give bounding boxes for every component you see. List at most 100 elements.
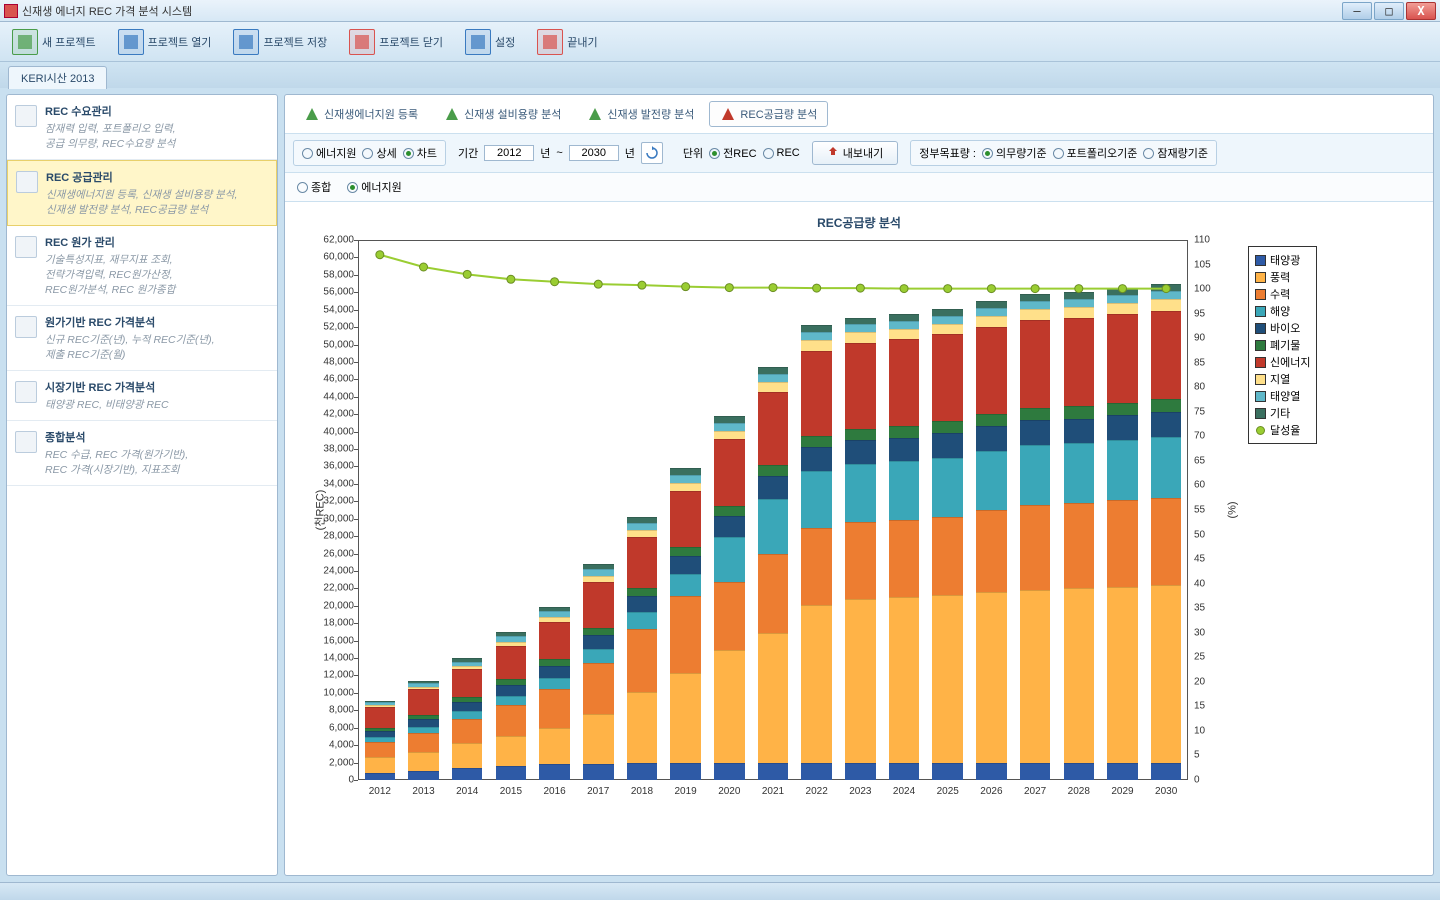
- bar-segment: [627, 629, 658, 692]
- x-tick-label: 2016: [543, 786, 565, 797]
- nav-item[interactable]: 종합분석 REC 수급, REC 가격(원가기반),REC 가격(시장기반), …: [7, 421, 277, 486]
- bar-segment: [758, 367, 789, 374]
- y-tick-label: 2,000: [310, 757, 354, 768]
- toolbar-label: 프로젝트 열기: [148, 34, 212, 50]
- maximize-button[interactable]: □: [1374, 2, 1404, 20]
- y-tick-label: 60,000: [310, 252, 354, 263]
- viewmode-radio[interactable]: 차트: [403, 145, 437, 161]
- row2mode-radio[interactable]: 에너지원: [347, 179, 401, 195]
- control-bar-2: 종합 에너지원: [285, 173, 1433, 202]
- period-from-input[interactable]: [484, 145, 534, 161]
- y-tick-label: 48,000: [310, 356, 354, 367]
- bar-segment: [889, 461, 920, 519]
- y-tick-label: 54,000: [310, 304, 354, 315]
- bar-segment: [627, 517, 658, 523]
- status-bar: [0, 882, 1440, 900]
- bar-segment: [452, 697, 483, 702]
- sub-tab[interactable]: 신재생 발전량 분석: [576, 101, 705, 127]
- toolbar-button[interactable]: 새 프로젝트: [6, 27, 102, 57]
- y-tick-label: 42,000: [310, 409, 354, 420]
- bar-segment: [976, 426, 1007, 450]
- nav-item[interactable]: REC 공급관리 신재생에너지원 등록, 신재생 설비용량 분석,신재생 발전량…: [7, 160, 277, 226]
- file-tab[interactable]: KERI시산 2013: [8, 66, 107, 89]
- period-group: 기간 년 ~ 년: [450, 140, 671, 166]
- nav-item-desc: 신재생에너지원 등록, 신재생 설비용량 분석,신재생 발전량 분석, REC공…: [46, 187, 266, 217]
- y-tick-label: 44,000: [310, 391, 354, 402]
- toolbar-button[interactable]: 프로젝트 저장: [227, 27, 333, 57]
- bar-segment: [1107, 303, 1138, 314]
- y2-tick-label: 60: [1194, 480, 1205, 491]
- toolbar-label: 끝내기: [567, 34, 597, 50]
- bar-segment: [889, 597, 920, 762]
- toolbar-button[interactable]: 끝내기: [531, 27, 603, 57]
- bar-segment: [670, 475, 701, 483]
- x-tick-label: 2024: [893, 786, 915, 797]
- y2-axis-label: (%): [1227, 501, 1239, 518]
- bar-segment: [627, 523, 658, 530]
- y2-tick-label: 25: [1194, 652, 1205, 663]
- bar-segment: [670, 574, 701, 597]
- nav-item-title: REC 공급관리: [46, 169, 266, 185]
- unit-radio[interactable]: REC: [763, 147, 800, 159]
- bar-segment: [889, 426, 920, 438]
- toolbar-button[interactable]: 프로젝트 닫기: [343, 27, 449, 57]
- bar-segment: [365, 773, 396, 780]
- bar-segment: [539, 607, 570, 611]
- y2-tick-label: 95: [1194, 308, 1205, 319]
- x-tick-label: 2025: [937, 786, 959, 797]
- sub-tab[interactable]: 신재생 설비용량 분석: [433, 101, 572, 127]
- close-button[interactable]: X: [1406, 2, 1436, 20]
- refresh-button[interactable]: [641, 142, 663, 164]
- toolbar-button[interactable]: 프로젝트 열기: [112, 27, 218, 57]
- bar-segment: [365, 702, 396, 705]
- period-to-input[interactable]: [569, 145, 619, 161]
- target-radio[interactable]: 포트폴리오기준: [1053, 145, 1138, 161]
- nav-item[interactable]: 원가기반 REC 가격분석 신규 REC기준(년), 누적 REC기준(년),제…: [7, 306, 277, 371]
- viewmode-radio[interactable]: 에너지원: [302, 145, 356, 161]
- bar-segment: [845, 599, 876, 763]
- x-tick-label: 2023: [849, 786, 871, 797]
- bar-segment: [408, 687, 439, 690]
- nav-icon: [15, 105, 37, 127]
- bar-segment: [1020, 301, 1051, 309]
- main-toolbar: 새 프로젝트 프로젝트 열기 프로젝트 저장 프로젝트 닫기 설정 끝내기: [0, 22, 1440, 62]
- unit-radio[interactable]: 전REC: [709, 145, 756, 161]
- nav-item-title: 종합분석: [45, 429, 267, 445]
- bar-segment: [1107, 763, 1138, 780]
- sub-tab[interactable]: REC공급량 분석: [709, 101, 828, 127]
- x-tick-label: 2028: [1068, 786, 1090, 797]
- nav-item[interactable]: REC 원가 관리 기술특성지표, 재무지표 조회,전략가격입력, REC원가산…: [7, 226, 277, 306]
- bar-segment: [932, 595, 963, 762]
- radio-label: 에너지원: [361, 179, 401, 195]
- bar-segment: [627, 588, 658, 597]
- sub-tab[interactable]: 신재생에너지원 등록: [293, 101, 429, 127]
- legend-item: 태양광: [1255, 252, 1310, 268]
- export-button[interactable]: 내보내기: [812, 141, 898, 165]
- nav-item[interactable]: 시장기반 REC 가격분석 태양광 REC, 비태양광 REC: [7, 371, 277, 421]
- toolbar-button[interactable]: 설정: [459, 27, 521, 57]
- nav-item-desc: 태양광 REC, 비태양광 REC: [45, 397, 267, 412]
- y-tick-label: 18,000: [310, 618, 354, 629]
- nav-icon: [15, 431, 37, 453]
- toolbar-icon: [349, 29, 375, 55]
- y2-tick-label: 55: [1194, 505, 1205, 516]
- bar-segment: [1064, 318, 1095, 406]
- x-tick-label: 2018: [631, 786, 653, 797]
- target-radio[interactable]: 의무량기준: [982, 145, 1047, 161]
- minimize-button[interactable]: —: [1342, 2, 1372, 20]
- bar-segment: [801, 447, 832, 471]
- viewmode-radio[interactable]: 상세: [362, 145, 396, 161]
- target-radio[interactable]: 잠재량기준: [1143, 145, 1208, 161]
- bar-segment: [670, 596, 701, 673]
- bar-segment: [1107, 415, 1138, 440]
- bar-segment: [1064, 419, 1095, 443]
- bar-segment: [408, 752, 439, 771]
- nav-item[interactable]: REC 수요관리 잠재력 입력, 포트폴리오 입력,공급 의무량, REC수요량…: [7, 95, 277, 160]
- y-tick-label: 22,000: [310, 583, 354, 594]
- y2-tick-label: 10: [1194, 725, 1205, 736]
- row2mode-radio[interactable]: 종합: [297, 179, 331, 195]
- bar-segment: [365, 728, 396, 731]
- toolbar-label: 새 프로젝트: [42, 34, 96, 50]
- bar-segment: [714, 506, 745, 516]
- bar-segment: [801, 325, 832, 332]
